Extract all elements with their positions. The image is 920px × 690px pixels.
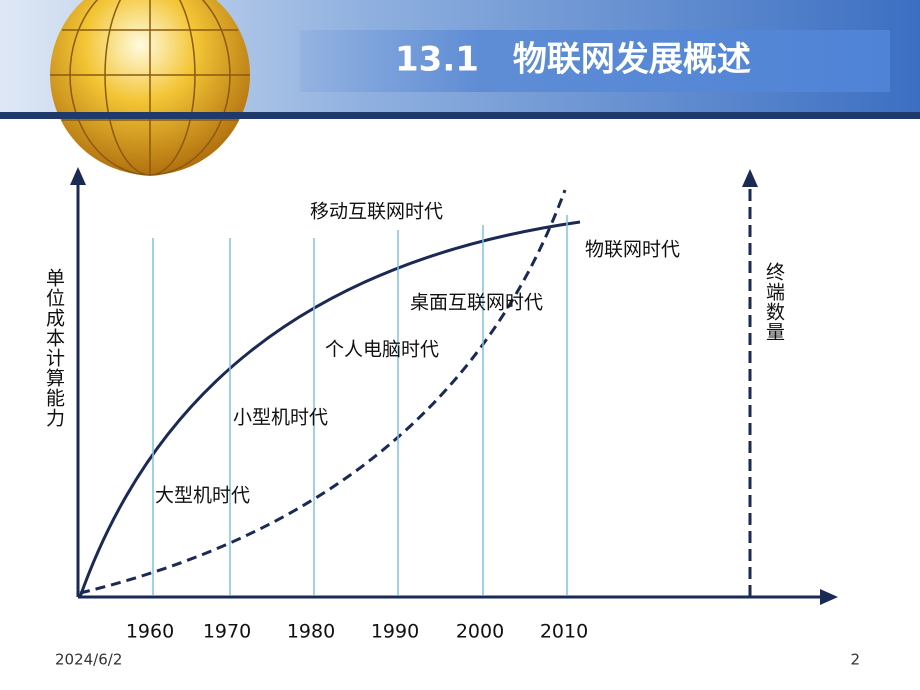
x-label: 1990 <box>371 621 419 643</box>
terminal-curve <box>79 189 567 595</box>
era-label: 个人电脑时代 <box>325 339 439 361</box>
page-number: 2 <box>850 651 860 669</box>
x-label: 2000 <box>456 621 504 643</box>
era-label: 物联网时代 <box>585 239 680 261</box>
y-arrow <box>70 167 86 185</box>
x-label: 2010 <box>540 621 588 643</box>
diagram: 1960 1970 1980 1990 2000 2010 大型机时代 小型机时代 个人电脑时代… <box>70 167 838 643</box>
era-label: 桌面互联网时代 <box>410 292 543 314</box>
era-label: 小型机时代 <box>233 407 328 429</box>
globe <box>50 0 250 176</box>
x-label: 1960 <box>126 621 174 643</box>
footer-date: 2024/6/2 <box>55 651 122 669</box>
title: 13.1 物联网发展概述 <box>395 40 751 80</box>
computing-curve <box>78 220 581 598</box>
x-arrow <box>820 589 838 605</box>
right-arrow <box>742 169 758 187</box>
y-axis-label: 单位成本计算能力 <box>43 268 65 428</box>
right-axis-label: 终端数量 <box>763 262 785 342</box>
x-label: 1980 <box>287 621 335 643</box>
era-label: 大型机时代 <box>155 485 250 507</box>
x-label: 1970 <box>203 621 251 643</box>
header-rule <box>0 112 920 119</box>
era-label: 移动互联网时代 <box>310 201 443 223</box>
title-band <box>300 30 890 92</box>
